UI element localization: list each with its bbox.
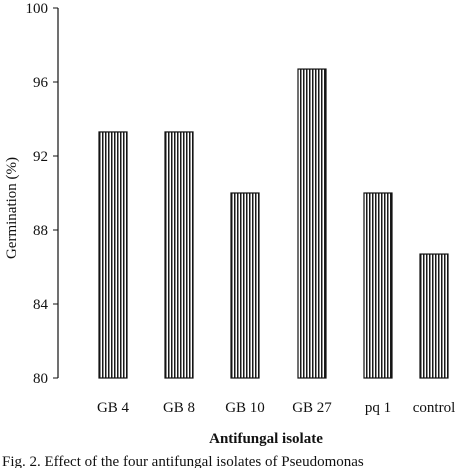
x-axis-tick-labels: GB 4 GB 8 GB 10 GB 27 pq 1 control bbox=[97, 400, 455, 416]
bar bbox=[98, 131, 128, 379]
y-tick-label: 84 bbox=[33, 297, 49, 313]
bar bbox=[230, 192, 260, 379]
y-tick-label: 80 bbox=[33, 371, 48, 387]
bar bbox=[419, 253, 449, 379]
bars bbox=[98, 68, 449, 379]
x-tick-label: GB 27 bbox=[292, 400, 332, 416]
x-axis-title: Antifungal isolate bbox=[209, 431, 323, 447]
figure-caption: Fig. 2. Effect of the four antifungal is… bbox=[2, 454, 364, 468]
y-tick-label: 100 bbox=[26, 1, 49, 17]
bar bbox=[297, 68, 327, 379]
x-tick-label: GB 4 bbox=[97, 400, 130, 416]
y-tick-label: 96 bbox=[33, 75, 49, 91]
x-tick-label: GB 10 bbox=[225, 400, 265, 416]
bar bbox=[363, 192, 393, 379]
y-axis-title: Germination (%) bbox=[4, 157, 20, 259]
x-tick-label: pq 1 bbox=[365, 400, 391, 416]
x-tick-label: GB 8 bbox=[163, 400, 195, 416]
bar bbox=[164, 131, 194, 379]
y-tick-label: 92 bbox=[33, 149, 48, 165]
x-tick-label: control bbox=[413, 400, 456, 416]
y-tick-label: 88 bbox=[33, 223, 48, 239]
y-axis-ticks: 80 84 88 92 96 100 bbox=[26, 1, 58, 387]
